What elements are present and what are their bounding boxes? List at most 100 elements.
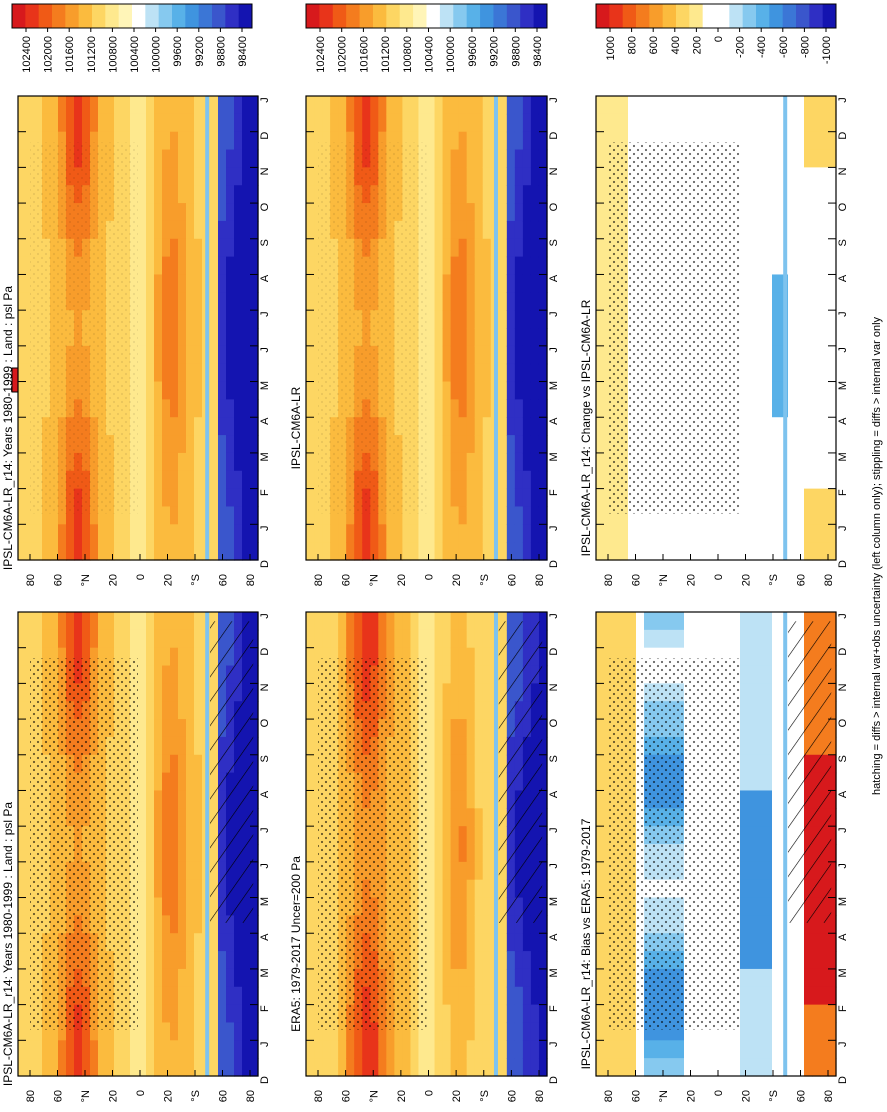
heatmap-cell xyxy=(154,933,163,952)
heatmap-cell xyxy=(218,986,227,1006)
heatmap-cell xyxy=(306,167,315,186)
heatmap-cell xyxy=(434,363,444,383)
heatmap-cell xyxy=(138,826,147,845)
coast-band xyxy=(783,612,788,1076)
heatmap-cell xyxy=(764,220,773,240)
heatmap-cell xyxy=(210,1022,219,1041)
heatmap-cell xyxy=(756,754,765,774)
heatmap-cell xyxy=(162,524,171,543)
heatmap-cell xyxy=(154,203,163,222)
heatmap-cell xyxy=(474,719,484,738)
coast-band xyxy=(493,96,498,560)
heatmap-cell xyxy=(170,542,179,561)
heatmap-cell xyxy=(186,381,195,400)
heatmap-cell xyxy=(636,1040,645,1059)
heatmap-cell xyxy=(636,506,645,525)
heatmap-cell xyxy=(250,256,259,276)
colorbar-swatch xyxy=(399,4,414,28)
heatmap-cell xyxy=(596,149,605,168)
heatmap-cell xyxy=(250,542,259,561)
heatmap-cell xyxy=(636,1022,645,1041)
panel-title: ERA5: 1979-2017 Uncer=200 Pa xyxy=(289,856,303,1032)
heatmap-cell xyxy=(668,542,677,561)
heatmap-cell xyxy=(98,629,107,649)
heatmap-cell xyxy=(676,131,685,151)
heatmap-cell xyxy=(596,292,605,311)
heatmap-cell xyxy=(18,435,27,454)
heatmap-cell xyxy=(114,542,123,561)
heatmap-cell xyxy=(210,915,219,934)
heatmap-cell xyxy=(170,647,179,667)
heatmap-cell xyxy=(250,524,259,543)
lat-label: 20 xyxy=(741,1090,753,1102)
heatmap-cell xyxy=(170,452,179,472)
heatmap-cell xyxy=(482,844,492,863)
heatmap-cell xyxy=(82,1058,91,1077)
month-label: N xyxy=(837,683,849,691)
month-label: D xyxy=(259,648,271,656)
heatmap-cell xyxy=(772,629,781,649)
heatmap-cell xyxy=(218,542,227,561)
heatmap-cell xyxy=(74,647,83,667)
heatmap-cell xyxy=(18,1058,27,1077)
heatmap-cell xyxy=(434,345,444,365)
heatmap-cell xyxy=(506,96,516,115)
heatmap-cell xyxy=(178,470,187,490)
heatmap-cell xyxy=(474,968,484,988)
heatmap-cell xyxy=(530,968,540,988)
heatmap-cell xyxy=(538,951,548,970)
month-label: S xyxy=(259,239,271,246)
heatmap-cell xyxy=(146,879,155,899)
month-label: D xyxy=(837,1076,849,1084)
heatmap-cell xyxy=(426,968,436,988)
heatmap-cell xyxy=(498,363,508,383)
lat-label: 80 xyxy=(25,1090,37,1102)
heatmap-cell xyxy=(748,417,757,436)
heatmap-cell xyxy=(34,1022,43,1041)
heatmap-cell xyxy=(732,1040,741,1059)
heatmap-cell xyxy=(226,96,235,115)
heatmap-cell xyxy=(138,310,147,329)
heatmap-cell xyxy=(482,435,492,454)
heatmap-cell xyxy=(498,328,508,347)
heatmap-cell xyxy=(378,1040,387,1059)
heatmap-cell xyxy=(740,310,749,329)
heatmap-cell xyxy=(804,1022,813,1041)
heatmap-cell xyxy=(466,1022,476,1041)
heatmap-cell xyxy=(474,754,484,774)
heatmap-cell xyxy=(740,274,749,293)
heatmap-cell xyxy=(178,647,187,667)
heatmap-cell xyxy=(354,96,363,115)
heatmap-cell xyxy=(170,256,179,276)
heatmap-cell xyxy=(42,113,51,133)
heatmap-cell xyxy=(748,113,757,133)
heatmap-cell xyxy=(748,701,757,720)
heatmap-cell xyxy=(58,506,67,525)
heatmap-cell xyxy=(596,897,605,916)
heatmap-cell xyxy=(522,542,532,561)
heatmap-cell xyxy=(530,915,540,934)
heatmap-cell xyxy=(668,131,677,151)
heatmap-cell xyxy=(50,506,59,525)
heatmap-cell xyxy=(74,113,83,133)
heatmap-cell xyxy=(764,683,773,702)
heatmap-cell xyxy=(426,328,436,347)
heatmap-cell xyxy=(226,986,235,1006)
heatmap-cell xyxy=(740,826,749,845)
heatmap-cell xyxy=(234,542,243,561)
heatmap-cell xyxy=(154,986,163,1006)
heatmap-cell xyxy=(458,933,468,952)
heatmap-cell xyxy=(146,488,155,508)
heatmap-cell xyxy=(306,665,315,684)
heatmap-cell xyxy=(530,345,540,365)
heatmap-cell xyxy=(418,1022,428,1041)
heatmap-cell xyxy=(186,470,195,490)
heatmap-cell xyxy=(538,808,548,827)
heatmap-cell xyxy=(242,933,251,952)
heatmap-cell xyxy=(154,665,163,684)
heatmap-cell xyxy=(306,719,315,738)
heatmap-cell xyxy=(186,1004,195,1024)
heatmap-cell xyxy=(138,149,147,168)
heatmap-cell xyxy=(394,647,403,667)
heatmap-cell xyxy=(186,524,195,543)
